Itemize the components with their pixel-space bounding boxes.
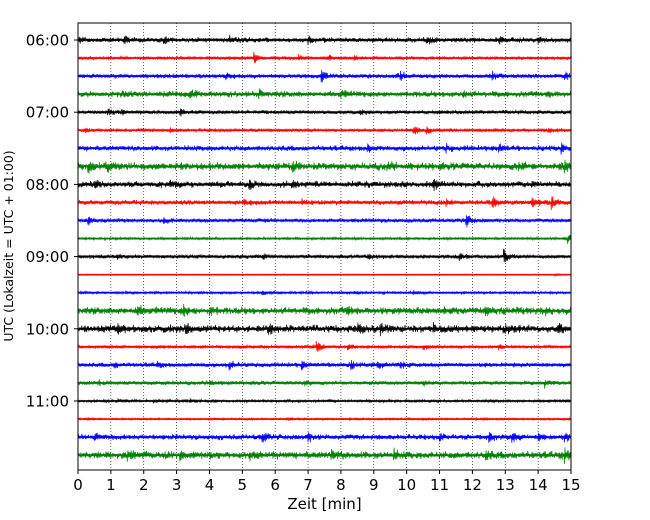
vertical-gridlines <box>110 23 539 470</box>
trace-waveform <box>77 108 572 117</box>
trace-0745 <box>77 159 572 174</box>
trace-waveform <box>77 52 572 63</box>
x-tick-label: 1 <box>106 476 116 494</box>
y-tick-label: 07:00 <box>26 104 69 122</box>
trace-1030 <box>77 359 572 371</box>
trace-waveform <box>77 416 572 422</box>
trace-0600 <box>77 34 572 46</box>
trace-0715 <box>77 126 572 135</box>
trace-1145 <box>77 447 572 465</box>
trace-waveform <box>77 126 572 135</box>
x-tick-label: 7 <box>303 476 313 494</box>
trace-waveform <box>77 398 572 404</box>
seismic-traces <box>77 34 572 465</box>
trace-1015 <box>77 341 572 353</box>
trace-waveform <box>77 196 572 211</box>
x-tick-label: 3 <box>172 476 182 494</box>
trace-1100 <box>77 398 572 404</box>
x-tick-label: 6 <box>270 476 280 494</box>
trace-waveform <box>77 431 572 443</box>
x-tick-label: 13 <box>496 476 515 494</box>
trace-waveform <box>77 215 572 228</box>
trace-waveform <box>77 303 572 318</box>
trace-0615 <box>77 52 572 63</box>
trace-0645 <box>77 88 572 100</box>
trace-1000 <box>77 322 572 337</box>
plot-background <box>78 23 571 470</box>
trace-waveform <box>77 34 572 46</box>
trace-waveform <box>77 273 572 277</box>
trace-waveform <box>77 322 572 337</box>
trace-1115 <box>77 416 572 422</box>
trace-0700 <box>77 108 572 117</box>
trace-waveform <box>77 447 572 465</box>
trace-waveform <box>77 69 572 83</box>
trace-0915 <box>77 273 572 277</box>
trace-waveform <box>77 178 572 191</box>
y-tick-label: 08:00 <box>26 176 69 194</box>
trace-0930 <box>77 289 572 296</box>
trace-waveform <box>77 142 572 155</box>
trace-waveform <box>77 248 572 263</box>
trace-0815 <box>77 196 572 211</box>
x-tick-label: 5 <box>238 476 248 494</box>
x-tick-label: 11 <box>430 476 449 494</box>
y-axis-label: UTC (Lokalzeit = UTC + 01:00) <box>1 150 16 341</box>
trace-waveform <box>77 159 572 174</box>
trace-0830 <box>77 215 572 228</box>
trace-waveform <box>77 289 572 296</box>
x-tick-label: 15 <box>561 476 580 494</box>
x-tick-label: 4 <box>205 476 215 494</box>
x-tick-label: 8 <box>336 476 346 494</box>
trace-0945 <box>77 303 572 318</box>
trace-0900 <box>77 248 572 263</box>
trace-waveform <box>77 379 572 389</box>
y-tick-label: 10:00 <box>26 320 69 338</box>
y-axis-ticks: 06:00 07:00 08:00 09:00 10:00 11:00 <box>26 32 78 411</box>
y-tick-label: 11:00 <box>26 393 69 411</box>
trace-waveform <box>77 359 572 371</box>
trace-waveform <box>77 341 572 353</box>
x-axis-label: Zeit [min] <box>287 495 361 513</box>
trace-waveform <box>77 234 572 245</box>
y-tick-label: 09:00 <box>26 248 69 266</box>
trace-1130 <box>77 431 572 443</box>
x-axis-ticks: 0 1 2 3 4 5 6 7 8 9 10 11 12 13 14 15 <box>73 470 581 494</box>
x-tick-label: 10 <box>397 476 416 494</box>
trace-0630 <box>77 69 572 83</box>
trace-0800 <box>77 178 572 191</box>
x-tick-label: 12 <box>463 476 482 494</box>
x-tick-label: 9 <box>369 476 379 494</box>
plot-frame <box>77 22 572 471</box>
x-tick-label: 0 <box>73 476 83 494</box>
trace-0845 <box>77 234 572 245</box>
trace-waveform <box>77 88 572 100</box>
y-tick-label: 06:00 <box>26 32 69 50</box>
x-tick-label: 14 <box>529 476 548 494</box>
trace-1045 <box>77 379 572 389</box>
x-tick-label: 2 <box>139 476 149 494</box>
trace-0730 <box>77 142 572 155</box>
